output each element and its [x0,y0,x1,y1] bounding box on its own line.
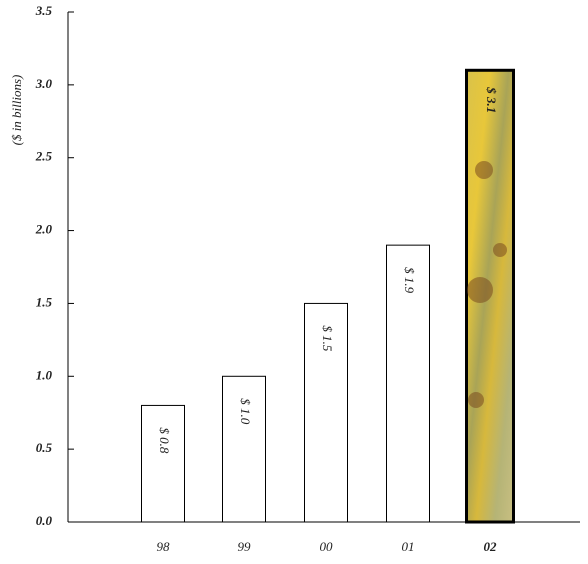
x-tick-label: 00 [320,539,334,554]
y-tick-label: 2.5 [35,149,53,164]
value-label: $ 1.0 [238,398,253,425]
x-tick-label: 99 [238,539,252,554]
y-tick-label: 1.0 [36,367,53,382]
y-tick-label: 0.5 [36,440,53,455]
value-label: $ 1.5 [320,325,335,352]
y-tick-label: 2.0 [35,222,53,237]
bar-decoration [475,161,493,179]
y-tick-label: 0.0 [36,513,53,528]
bar-decoration [493,243,507,257]
value-label: $ 3.1 [484,86,499,113]
bar-decoration [468,392,484,408]
x-tick-label: 98 [157,539,171,554]
y-axis-label: ($ in billions) [9,75,24,146]
y-tick-label: 3.5 [35,3,53,18]
chart: ($ in billions) 0.0 0.5 1.0 1.5 2.0 2.5 3.0 3.5… [0,0,588,564]
y-tick-label: 1.5 [36,294,53,309]
value-label: $ 0.8 [157,427,172,454]
bar [142,405,185,522]
value-label: $ 1.9 [402,267,417,294]
x-tick-label: 01 [402,539,415,554]
y-tick-label: 3.0 [35,76,53,91]
x-tick-label: 02 [484,539,498,554]
bar-decoration [467,277,493,303]
